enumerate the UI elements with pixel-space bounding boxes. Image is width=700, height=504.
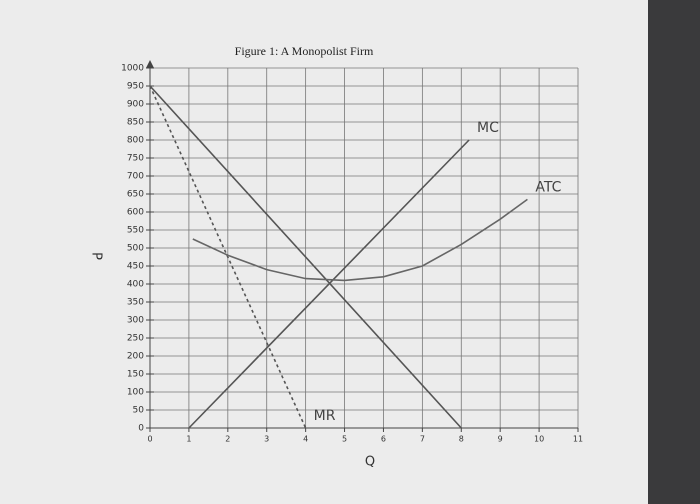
x-tick-label: 3 (264, 435, 269, 444)
series-label: ATC (535, 179, 561, 195)
x-tick-label: 9 (498, 435, 503, 444)
x-tick-label: 7 (420, 435, 425, 444)
y-tick-label: 950 (127, 82, 144, 92)
chart: Figure 1: A Monopolist Firm Q P 0 1 2 3 4 5 6 7… (89, 44, 584, 470)
y-tick-label: 300 (127, 316, 144, 326)
y-tick-label: 550 (127, 226, 144, 236)
series-line (149, 85, 307, 429)
y-tick-label: 350 (127, 298, 144, 308)
y-tick-label: 800 (127, 136, 144, 146)
y-tick-label: 600 (127, 208, 144, 218)
y-tick-label: 400 (127, 280, 144, 290)
background (0, 0, 648, 504)
y-tick-label: 850 (127, 118, 144, 128)
y-tick-label: 250 (127, 334, 144, 344)
series-label: MR (314, 408, 336, 424)
y-tick-label: 750 (127, 154, 144, 164)
series-line (149, 85, 462, 429)
y-tick-label: 150 (127, 370, 144, 380)
x-tick-label: 10 (534, 435, 544, 444)
x-tick-label: 0 (147, 435, 152, 444)
chart-title: Figure 1: A Monopolist Firm (235, 44, 374, 58)
x-axis-label: Q (365, 455, 375, 470)
y-tick-label: 700 (127, 172, 144, 182)
x-tick-label: 4 (303, 435, 308, 444)
y-axis-arrow (146, 60, 154, 68)
y-tick-label: 200 (127, 352, 144, 362)
y-axis-label: P (89, 252, 104, 260)
y-tick-label: 500 (127, 244, 144, 254)
y-tick-label: 650 (127, 190, 144, 200)
x-tick-label: 8 (459, 435, 464, 444)
x-tick-label: 6 (381, 435, 386, 444)
x-tick-label: 2 (225, 435, 230, 444)
y-tick-label: 100 (127, 388, 144, 398)
series-line (192, 198, 528, 282)
series-line (188, 139, 470, 429)
y-tick-label: 450 (127, 262, 144, 272)
series-label: MC (477, 120, 499, 136)
y-tick-label: 900 (127, 100, 144, 110)
y-tick-label: 50 (133, 406, 145, 416)
x-tick-label: 5 (342, 435, 347, 444)
y-tick-label: 1000 (121, 64, 144, 74)
x-tick-label: 11 (573, 435, 583, 444)
x-tick-label: 1 (186, 435, 191, 444)
y-tick-label: 0 (138, 424, 144, 434)
